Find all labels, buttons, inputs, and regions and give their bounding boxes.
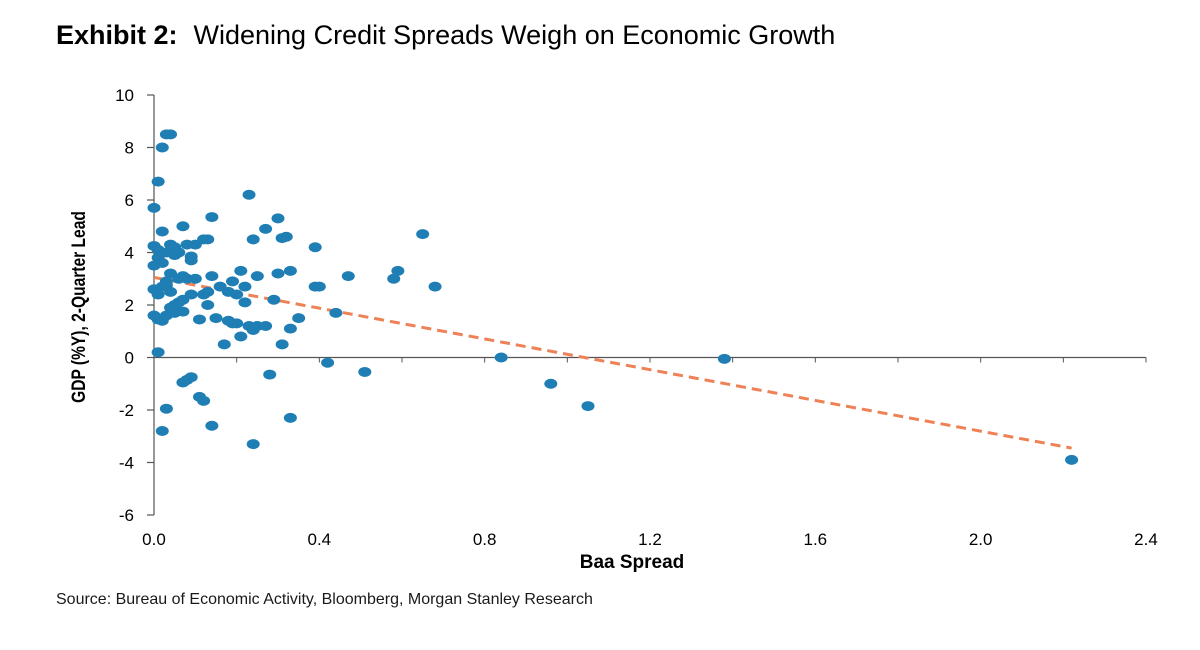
data-point bbox=[387, 273, 401, 284]
data-point bbox=[201, 286, 215, 297]
data-point bbox=[279, 231, 293, 242]
x-tick-label: 0.4 bbox=[308, 530, 332, 549]
data-point bbox=[308, 242, 322, 253]
x-tick-label: 2.0 bbox=[969, 530, 993, 549]
data-point bbox=[226, 276, 240, 287]
data-point bbox=[416, 229, 430, 240]
data-point bbox=[391, 265, 405, 276]
data-point bbox=[147, 202, 161, 213]
y-tick-label: -2 bbox=[119, 401, 134, 420]
data-point bbox=[151, 176, 165, 187]
data-point bbox=[259, 321, 273, 331]
x-tick-label: 1.6 bbox=[804, 530, 828, 549]
data-point bbox=[283, 265, 297, 276]
x-tick-label: 2.4 bbox=[1134, 530, 1158, 549]
source-note: Source: Bureau of Economic Activity, Blo… bbox=[56, 591, 593, 608]
data-point bbox=[155, 142, 169, 153]
data-point bbox=[209, 313, 223, 324]
data-point bbox=[234, 331, 248, 342]
data-point bbox=[155, 426, 169, 436]
data-point bbox=[292, 313, 306, 324]
chart-title: Exhibit 2: Widening Credit Spreads Weigh … bbox=[56, 20, 835, 51]
data-point bbox=[267, 294, 281, 305]
data-point bbox=[205, 271, 219, 282]
y-tick-label: -6 bbox=[119, 506, 134, 525]
exhibit-label: Exhibit 2: bbox=[56, 20, 178, 50]
x-tick-label: 0.0 bbox=[142, 530, 166, 549]
y-tick-label: -4 bbox=[119, 454, 134, 473]
data-point bbox=[263, 369, 277, 380]
data-point bbox=[329, 307, 343, 318]
y-tick-label: 10 bbox=[115, 86, 134, 105]
data-point bbox=[242, 189, 256, 200]
data-point bbox=[271, 268, 285, 279]
data-point bbox=[176, 306, 190, 317]
data-point bbox=[238, 281, 252, 292]
y-tick-label: 6 bbox=[125, 191, 134, 210]
data-point bbox=[155, 258, 169, 268]
data-point bbox=[581, 401, 595, 412]
data-point bbox=[246, 234, 260, 245]
data-point bbox=[201, 234, 215, 245]
data-point bbox=[221, 315, 235, 326]
data-point bbox=[275, 339, 289, 350]
data-point bbox=[271, 213, 285, 224]
data-point bbox=[205, 212, 219, 223]
data-point bbox=[283, 412, 297, 423]
data-point bbox=[164, 129, 178, 140]
data-point bbox=[151, 347, 165, 358]
data-point bbox=[717, 353, 731, 364]
data-point bbox=[184, 289, 198, 300]
data-point bbox=[321, 357, 335, 368]
data-point bbox=[164, 286, 178, 297]
y-axis-label: GDP (%Y), 2-Quarter Lead bbox=[68, 211, 90, 403]
data-point bbox=[341, 271, 355, 282]
data-point bbox=[259, 223, 273, 234]
y-tick-label: 2 bbox=[125, 296, 134, 315]
points-group bbox=[147, 129, 1079, 465]
data-point bbox=[197, 395, 211, 406]
data-point bbox=[312, 281, 326, 292]
x-axis: 0.0 0.4 0.8 1.2 1.6 2.0 2.4 bbox=[142, 356, 1158, 549]
data-point bbox=[176, 221, 190, 232]
data-point bbox=[283, 323, 297, 334]
data-point bbox=[217, 339, 231, 350]
exhibit-title: Widening Credit Spreads Weigh on Economi… bbox=[193, 20, 836, 50]
data-point bbox=[188, 273, 202, 284]
data-point bbox=[184, 372, 198, 383]
y-tick-label: 4 bbox=[125, 244, 134, 263]
data-point bbox=[192, 314, 206, 325]
data-point bbox=[494, 352, 508, 363]
y-tick-label: 0 bbox=[125, 349, 134, 368]
data-point bbox=[428, 281, 442, 292]
data-point bbox=[159, 403, 173, 414]
data-point bbox=[1065, 454, 1079, 465]
trendline-group bbox=[153, 275, 1072, 450]
data-point bbox=[230, 289, 244, 300]
data-point bbox=[358, 366, 372, 377]
data-point bbox=[234, 265, 248, 276]
y-axis: 10 8 6 4 2 0 -2 -4 -6 bbox=[115, 86, 155, 525]
data-point bbox=[201, 300, 215, 310]
data-point bbox=[184, 251, 198, 262]
x-axis-label: Baa Spread bbox=[580, 552, 685, 573]
data-point bbox=[168, 250, 182, 261]
data-point bbox=[151, 289, 165, 300]
x-tick-label: 1.2 bbox=[638, 530, 662, 549]
data-point bbox=[238, 297, 252, 308]
y-tick-label: 8 bbox=[125, 139, 134, 158]
x-tick-label: 0.8 bbox=[473, 530, 497, 549]
trendline bbox=[153, 275, 1072, 450]
data-point bbox=[205, 420, 219, 431]
data-point bbox=[250, 271, 264, 282]
data-point bbox=[544, 378, 558, 389]
data-point bbox=[246, 439, 260, 450]
data-point bbox=[155, 226, 169, 237]
